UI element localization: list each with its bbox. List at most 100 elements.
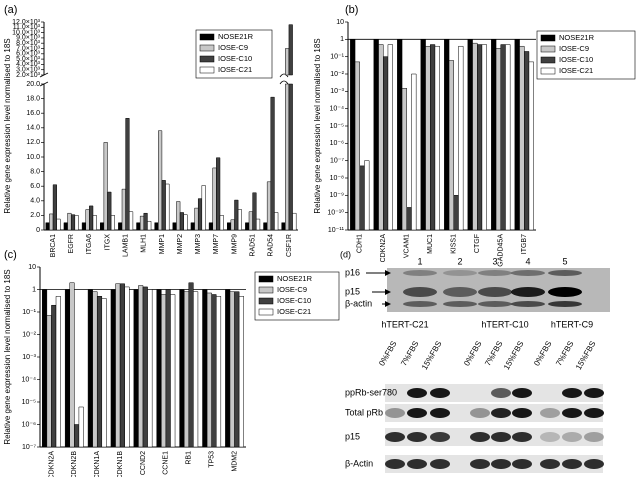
bar bbox=[430, 44, 436, 231]
condition-label: 15%FBS bbox=[502, 340, 526, 372]
x-tick-label: CSF1R bbox=[286, 234, 293, 257]
legend-label: NOSE21R bbox=[218, 32, 254, 41]
bar bbox=[514, 39, 520, 231]
bar bbox=[190, 222, 195, 231]
bar bbox=[472, 42, 478, 231]
legend-swatch bbox=[540, 56, 556, 64]
band bbox=[491, 432, 511, 442]
legend-swatch bbox=[540, 34, 556, 42]
bar bbox=[434, 45, 440, 231]
bar bbox=[147, 220, 152, 231]
band bbox=[491, 388, 511, 398]
legend-label: IOSE-C10 bbox=[218, 54, 252, 63]
legend-swatch bbox=[258, 297, 274, 305]
band bbox=[430, 408, 450, 418]
bar bbox=[188, 282, 194, 448]
band bbox=[562, 459, 582, 469]
axis-break bbox=[39, 72, 289, 87]
band bbox=[478, 301, 512, 307]
bar bbox=[161, 180, 166, 231]
y-axis-title: Relative gene expression level normalise… bbox=[313, 38, 322, 213]
legend-label: IOSE-C21 bbox=[277, 307, 311, 316]
bar bbox=[378, 44, 384, 231]
y-tick-label: 10⁻¹⁰ bbox=[327, 209, 344, 217]
bar bbox=[248, 211, 253, 231]
x-tick-label: TP53 bbox=[209, 451, 216, 468]
y-axis-title: Relative gene expression level normalise… bbox=[3, 38, 12, 213]
x-tick-label: KISS1 bbox=[451, 234, 458, 254]
bar bbox=[197, 198, 203, 231]
bar bbox=[85, 209, 90, 231]
band bbox=[470, 408, 490, 418]
band bbox=[584, 459, 604, 469]
bar bbox=[234, 199, 239, 231]
x-tick-label: BRCA1 bbox=[50, 234, 57, 257]
y-tick-label: 10⁻¹ bbox=[22, 309, 36, 316]
legend-swatch bbox=[199, 66, 215, 74]
condition-label: 15%FBS bbox=[420, 340, 444, 372]
bar bbox=[129, 211, 134, 231]
bar bbox=[49, 213, 54, 231]
bar bbox=[528, 61, 534, 231]
y-tick-label: 14.0 bbox=[26, 125, 40, 132]
bar bbox=[69, 282, 75, 448]
y-tick-label: 3.0×10³ bbox=[16, 67, 41, 74]
band bbox=[491, 408, 511, 418]
y-tick-label: 8.0 bbox=[30, 168, 40, 175]
band bbox=[562, 408, 582, 418]
band bbox=[443, 287, 477, 297]
bar bbox=[225, 289, 231, 448]
band bbox=[562, 388, 582, 398]
x-tick-label: RB1 bbox=[186, 451, 193, 465]
band bbox=[470, 432, 490, 442]
bar bbox=[42, 289, 48, 448]
bar bbox=[147, 289, 153, 448]
bar bbox=[142, 286, 148, 448]
band bbox=[548, 270, 582, 276]
x-tick-label: CDKN1B bbox=[117, 451, 124, 477]
band bbox=[470, 459, 490, 469]
bar bbox=[420, 39, 426, 231]
y-tick-label: 0 bbox=[36, 227, 40, 234]
band bbox=[407, 432, 427, 442]
band bbox=[407, 408, 427, 418]
band bbox=[548, 301, 582, 307]
legend-swatch bbox=[258, 286, 274, 294]
group-label: hTERT-C21 bbox=[381, 319, 428, 329]
bar bbox=[270, 96, 275, 231]
bar bbox=[519, 45, 525, 231]
y-tick-label: 10⁻⁴ bbox=[22, 376, 37, 383]
bar bbox=[179, 289, 185, 448]
y-tick-label: 10⁻⁷ bbox=[22, 444, 36, 451]
bar bbox=[133, 289, 139, 448]
condition-label: 0%FBS bbox=[377, 340, 398, 368]
y-tick-label: 10.0×10³ bbox=[12, 29, 40, 36]
condition-label: 0%FBS bbox=[532, 340, 553, 368]
bar bbox=[67, 212, 72, 231]
x-tick-label: CDKN2A bbox=[48, 451, 55, 477]
bar bbox=[81, 222, 86, 231]
bar bbox=[266, 181, 272, 231]
bar bbox=[136, 222, 141, 231]
y-tick-label: 4.0×10³ bbox=[16, 61, 41, 68]
bar bbox=[229, 291, 235, 448]
bar bbox=[51, 304, 57, 448]
band bbox=[407, 459, 427, 469]
bar bbox=[119, 283, 125, 448]
y-tick-label: 10⁻¹¹ bbox=[328, 227, 345, 234]
bar bbox=[226, 222, 232, 231]
bar bbox=[139, 215, 145, 231]
row-label: ppRb-ser780 bbox=[345, 387, 397, 397]
legend-label: IOSE-C9 bbox=[559, 44, 589, 53]
x-tick-label: CDKN2A bbox=[380, 234, 387, 263]
bar bbox=[183, 214, 188, 231]
bar bbox=[288, 24, 293, 231]
bar bbox=[183, 291, 190, 448]
bar bbox=[45, 222, 50, 231]
bar bbox=[158, 130, 163, 231]
band bbox=[430, 432, 450, 442]
bar bbox=[364, 160, 370, 231]
y-tick-label: 10⁻⁷ bbox=[330, 158, 344, 165]
bar bbox=[219, 215, 224, 231]
x-tick-label: MMP3 bbox=[195, 234, 202, 254]
